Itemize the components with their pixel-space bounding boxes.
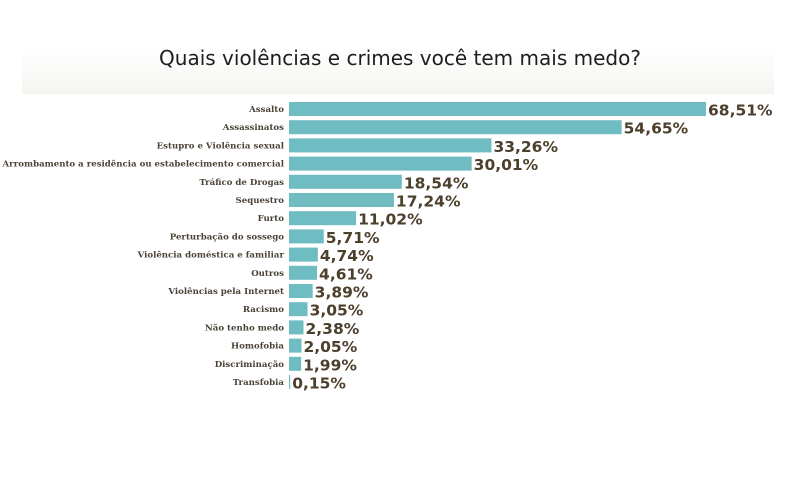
value-label-4: 18,54%: [404, 174, 469, 192]
value-label-12: 2,38%: [305, 320, 359, 338]
category-label-1: Assassinatos: [222, 123, 284, 133]
category-label-12: Não tenho medo: [205, 322, 284, 333]
chart-title: Quais violências e crimes você tem mais …: [159, 46, 641, 70]
value-label-10: 3,89%: [315, 284, 369, 302]
category-label-7: Perturbação do sossego: [170, 231, 285, 242]
category-label-4: Tráfico de Drogas: [199, 177, 284, 188]
category-label-0: Assalto: [248, 105, 284, 115]
value-label-9: 4,61%: [319, 265, 373, 283]
value-label-5: 17,24%: [396, 193, 461, 211]
title-background-band: [22, 48, 774, 94]
bar-0: [289, 102, 706, 116]
category-label-2: Estupro e Violência sexual: [157, 140, 285, 151]
bar-14: [289, 356, 302, 371]
category-label-10: Violências pela Internet: [167, 286, 284, 297]
category-label-14: Discriminação: [215, 359, 285, 370]
value-label-11: 3,05%: [310, 302, 364, 320]
value-label-8: 4,74%: [320, 247, 374, 265]
bar-9: [289, 265, 318, 280]
value-label-0: 68,51%: [708, 102, 773, 120]
value-label-1: 54,65%: [624, 120, 689, 138]
bar-10: [289, 284, 313, 298]
category-label-5: Sequestro: [236, 196, 285, 206]
value-label-13: 2,05%: [303, 338, 357, 356]
value-label-15: 0,15%: [292, 375, 346, 393]
category-label-15: Transfobia: [233, 378, 285, 388]
bar-8: [289, 247, 318, 262]
bar-5: [289, 193, 394, 207]
bar-2: [289, 138, 492, 153]
bar-15: [289, 375, 291, 389]
bar-3: [289, 156, 472, 171]
value-label-2: 33,26%: [493, 138, 558, 156]
bars-layer: Assalto 68,51% Assassinatos 54,65% Estupro e…: [2, 102, 774, 393]
category-label-6: Furto: [258, 214, 285, 224]
bar-4: [289, 174, 402, 189]
value-label-14: 1,99%: [303, 356, 357, 374]
bar-1: [289, 120, 622, 135]
category-label-8: Violência doméstica e familiar: [137, 250, 285, 261]
bar-6: [289, 211, 357, 226]
value-label-3: 30,01%: [474, 156, 539, 174]
category-label-13: Homofobia: [231, 342, 284, 352]
bar-13: [289, 338, 302, 353]
value-label-6: 11,02%: [358, 211, 423, 229]
category-label-11: Racismo: [243, 305, 284, 315]
category-label-3: Arrombamento a residência ou estabelecim…: [2, 159, 285, 170]
bar-7: [289, 229, 324, 244]
bar-11: [289, 302, 308, 317]
bar-12: [289, 320, 304, 335]
value-label-7: 5,71%: [326, 229, 380, 247]
category-label-9: Outros: [251, 269, 284, 279]
